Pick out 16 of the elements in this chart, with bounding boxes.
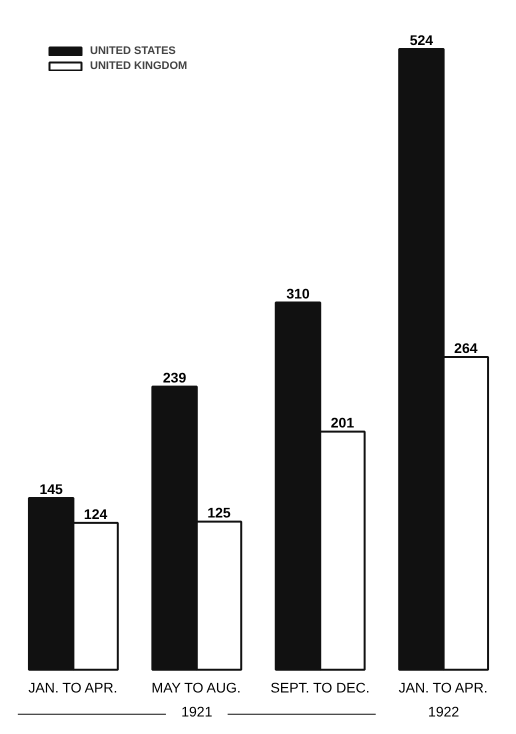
legend-label: UNITED KINGDOM: [90, 60, 188, 72]
text: 1922: [428, 703, 460, 720]
data-label: 124: [84, 506, 108, 522]
data-label: 145: [39, 480, 64, 497]
x-tick-label: MAY TO AUG.: [152, 680, 241, 696]
data-label: 310: [286, 285, 310, 302]
data-label: 524: [410, 32, 434, 48]
x-tick-label: JAN. TO APR.: [398, 680, 488, 696]
x-tick-label: SEPT. TO DEC.: [270, 680, 370, 696]
data-label: 125: [207, 504, 231, 521]
text: 1921: [181, 703, 213, 720]
data-label: 239: [162, 370, 186, 386]
x-tick-label: JAN. TO APR.: [28, 680, 118, 696]
legend-label: UNITED STATES: [90, 45, 176, 57]
data-label: 264: [454, 340, 478, 356]
data-label: 201: [330, 414, 354, 431]
